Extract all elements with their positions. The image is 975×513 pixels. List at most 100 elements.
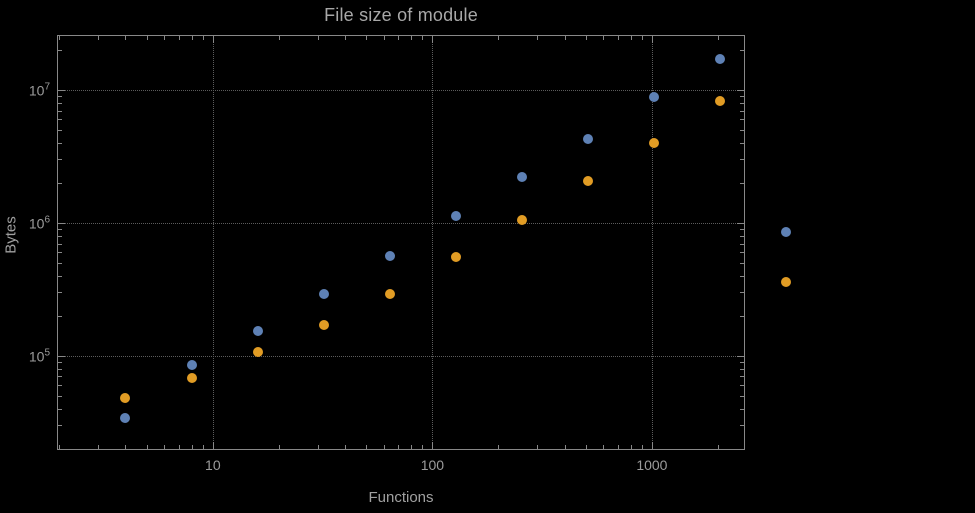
x-tick-mark [178,36,180,40]
y-tick-mark [740,315,744,317]
x-tick-mark [564,36,566,40]
y-tick-mark [740,408,744,410]
data-point-blue [781,227,792,238]
y-tick-mark [58,182,62,184]
x-tick-label: 1000 [636,457,668,473]
y-tick-mark [58,425,62,427]
x-tick-mark [641,36,643,40]
x-tick-mark [191,445,193,449]
y-tick-mark [740,275,744,277]
x-tick-mark [651,442,653,449]
y-tick-mark [740,425,744,427]
x-tick-mark [146,36,148,40]
y-tick-mark [740,292,744,294]
x-tick-mark [617,445,619,449]
x-tick-mark [212,36,214,43]
y-tick-mark [58,102,62,104]
y-tick-mark [737,355,744,357]
x-tick-mark [432,442,434,449]
y-tick-mark [740,119,744,121]
x-axis-label: Functions [368,489,434,506]
x-tick-mark [398,36,400,40]
y-tick-mark [58,222,65,224]
y-tick-mark [740,49,744,51]
y-tick-mark [740,96,744,98]
x-tick-mark [603,445,605,449]
y-tick-mark [740,243,744,245]
x-tick-mark [278,36,280,40]
x-tick-mark [564,445,566,449]
x-tick-mark [212,442,214,449]
y-tick-mark [58,252,62,254]
x-tick-mark [617,36,619,40]
y-tick-mark [58,408,62,410]
x-tick-mark [178,445,180,449]
x-tick-mark [278,445,280,449]
x-tick-mark [59,36,61,40]
y-tick-mark [740,235,744,237]
x-tick-mark [317,36,319,40]
x-tick-mark [366,445,368,449]
y-tick-mark [58,142,62,144]
y-tick-mark [740,159,744,161]
y-tick-mark [58,119,62,121]
x-tick-mark [422,445,424,449]
y-tick-mark [58,96,62,98]
gridline-horizontal [58,222,744,224]
x-tick-mark [202,445,204,449]
x-tick-mark [191,36,193,40]
y-tick-mark [58,159,62,161]
x-tick-mark [125,445,127,449]
y-tick-mark [740,129,744,131]
y-tick-mark [740,102,744,104]
x-tick-mark [383,36,385,40]
y-tick-label: 105 [28,347,50,365]
y-tick-mark [58,110,62,112]
y-tick-mark [58,376,62,378]
x-tick-mark [411,36,413,40]
x-tick-mark [603,36,605,40]
x-tick-mark [98,36,100,40]
chart-title: File size of module [324,5,478,25]
y-tick-mark [740,262,744,264]
x-tick-mark [641,445,643,449]
x-tick-mark [398,445,400,449]
y-tick-mark [58,49,62,51]
y-tick-mark [737,89,744,91]
x-tick-mark [317,445,319,449]
y-tick-mark [58,129,62,131]
gridline-vertical [651,36,653,449]
y-tick-mark [58,275,62,277]
x-tick-mark [164,445,166,449]
y-tick-mark [740,368,744,370]
x-tick-label: 10 [205,457,221,473]
x-tick-mark [498,445,500,449]
x-tick-mark [98,445,100,449]
y-tick-mark [740,229,744,230]
y-tick-mark [740,142,744,144]
y-tick-mark [58,368,62,370]
x-tick-mark [345,36,347,40]
y-tick-mark [58,243,62,245]
y-tick-mark [58,262,62,264]
y-tick-mark [740,252,744,254]
y-tick-mark [58,229,62,230]
y-tick-mark [740,182,744,184]
x-tick-mark [651,36,653,43]
data-point-orange [781,276,792,287]
y-tick-mark [737,222,744,224]
x-tick-mark [125,36,127,40]
y-tick-mark [740,361,744,363]
y-tick-mark [740,376,744,378]
y-tick-mark [58,355,65,357]
y-tick-mark [740,385,744,387]
y-tick-mark [58,395,62,397]
x-tick-mark [366,36,368,40]
x-tick-mark [345,445,347,449]
x-tick-mark [585,445,587,449]
gridline-vertical [212,36,214,449]
x-tick-mark [432,36,434,43]
y-tick-mark [58,292,62,294]
x-tick-mark [498,36,500,40]
